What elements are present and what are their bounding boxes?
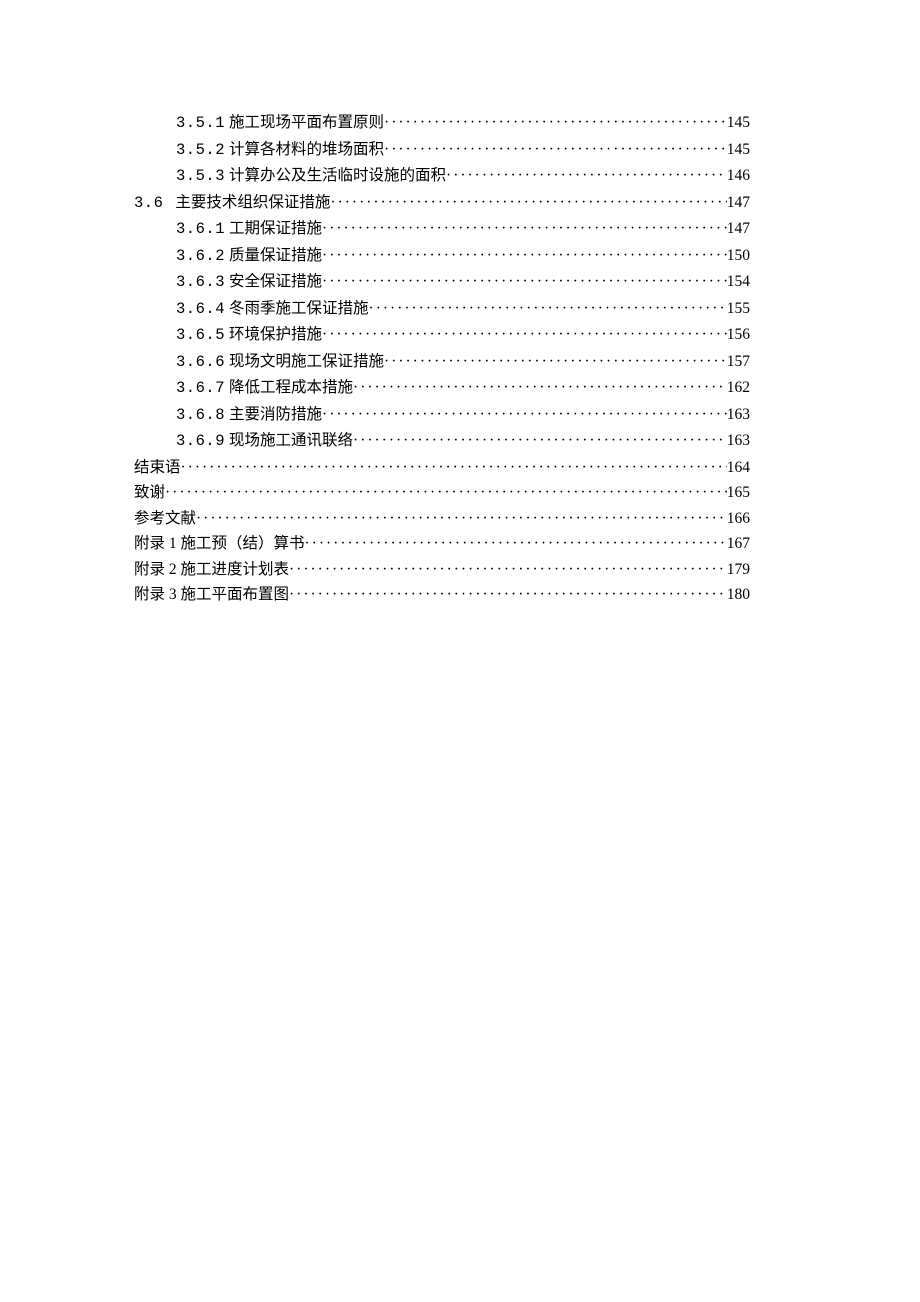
toc-number: 3.6.2 [176,244,225,270]
toc-entry: 3.6.4冬雨季施工保证措施 155 [134,296,750,323]
toc-number: 3.6.4 [176,297,225,323]
toc-leader-dots [384,137,727,163]
toc-title: 降低工程成本措施 [229,375,353,401]
toc-title: 附录 1 施工预（结）算书 [134,531,305,557]
toc-entry: 3.6.2质量保证措施 150 [134,243,750,270]
toc-title: 主要消防措施 [229,402,322,428]
toc-page-number: 145 [727,137,750,163]
toc-title: 冬雨季施工保证措施 [229,296,369,322]
toc-leader-dots [289,582,727,608]
toc-page-number: 146 [727,163,750,189]
toc-number: 3.5.2 [176,138,225,164]
toc-number: 3.6.9 [176,429,225,455]
toc-page-number: 150 [727,243,750,269]
toc-number: 3.5.3 [176,164,225,190]
toc-leader-dots [322,402,727,428]
toc-page-number: 167 [727,531,750,557]
toc-page-number: 157 [727,349,750,375]
toc-leader-dots [196,506,727,532]
toc-number: 3.6.8 [176,403,225,429]
toc-leader-dots [322,243,727,269]
toc-leader-dots [369,296,727,322]
toc-page-number: 165 [727,480,750,506]
toc-title: 附录 2 施工进度计划表 [134,557,289,583]
toc-title: 结束语 [134,455,181,481]
toc-leader-dots [165,480,727,506]
table-of-contents: 3.5.1施工现场平面布置原则1453.5.2计算各材料的堆场面积1453.5.… [134,110,750,608]
toc-entry: 3.6.6现场文明施工保证措施 157 [134,349,750,376]
toc-title: 致谢 [134,480,165,506]
toc-number: 3.6 [134,191,163,217]
toc-page-number: 164 [727,455,750,481]
toc-leader-dots [322,216,727,242]
toc-title: 附录 3 施工平面布置图 [134,582,289,608]
toc-page-number: 166 [727,506,750,532]
toc-entry: 致谢 165 [134,480,750,506]
toc-title: 安全保证措施 [229,269,322,295]
toc-entry: 附录 1 施工预（结）算书 167 [134,531,750,557]
toc-leader-dots [181,455,727,481]
toc-entry: 3.6.3安全保证措施 154 [134,269,750,296]
toc-entry: 3.6.1工期保证措施 147 [134,216,750,243]
toc-page-number: 162 [727,375,750,401]
toc-title: 计算各材料的堆场面积 [229,137,384,163]
toc-entry: 附录 2 施工进度计划表 179 [134,557,750,583]
toc-page-number: 179 [727,557,750,583]
toc-leader-dots [446,163,727,189]
toc-entry: 3.5.3计算办公及生活临时设施的面积 146 [134,163,750,190]
toc-leader-dots [322,322,727,348]
toc-leader-dots [353,375,727,401]
toc-entry: 3.6.5环境保护措施 156 [134,322,750,349]
toc-page-number: 163 [727,428,750,454]
toc-leader-dots [330,190,726,216]
toc-entry: 3.5.1施工现场平面布置原则 145 [134,110,750,137]
toc-leader-dots [384,349,727,375]
toc-title: 现场文明施工保证措施 [229,349,384,375]
toc-page-number: 155 [727,296,750,322]
toc-leader-dots [353,428,727,454]
toc-leader-dots [384,110,727,136]
toc-entry: 3.6.7降低工程成本措施 162 [134,375,750,402]
toc-title: 质量保证措施 [229,243,322,269]
toc-page-number: 156 [727,322,750,348]
toc-title: 计算办公及生活临时设施的面积 [229,163,446,189]
toc-page-number: 154 [727,269,750,295]
toc-title: 工期保证措施 [229,216,322,242]
toc-entry: 附录 3 施工平面布置图 180 [134,582,750,608]
toc-page-number: 163 [727,402,750,428]
toc-entry: 3.5.2计算各材料的堆场面积 145 [134,137,750,164]
toc-page-number: 180 [727,582,750,608]
toc-title: 环境保护措施 [229,322,322,348]
toc-leader-dots [289,557,727,583]
toc-entry: 3.6 主要技术组织保证措施 147 [134,190,750,217]
toc-number: 3.6.7 [176,376,225,402]
toc-number: 3.6.1 [176,217,225,243]
toc-title: 施工现场平面布置原则 [229,110,384,136]
toc-leader-dots [322,269,727,295]
toc-number: 3.6.5 [176,323,225,349]
toc-page-number: 147 [727,190,750,216]
toc-page-number: 147 [727,216,750,242]
toc-entry: 参考文献 166 [134,506,750,532]
toc-title: 现场施工通讯联络 [229,428,353,454]
toc-title: 主要技术组织保证措施 [175,190,330,216]
toc-title: 参考文献 [134,506,196,532]
toc-number: 3.6.3 [176,270,225,296]
toc-entry: 3.6.8主要消防措施 163 [134,402,750,429]
toc-number: 3.5.1 [176,111,225,137]
toc-number: 3.6.6 [176,350,225,376]
toc-entry: 3.6.9现场施工通讯联络 163 [134,428,750,455]
toc-page-number: 145 [727,110,750,136]
toc-entry: 结束语 164 [134,455,750,481]
toc-leader-dots [305,531,727,557]
